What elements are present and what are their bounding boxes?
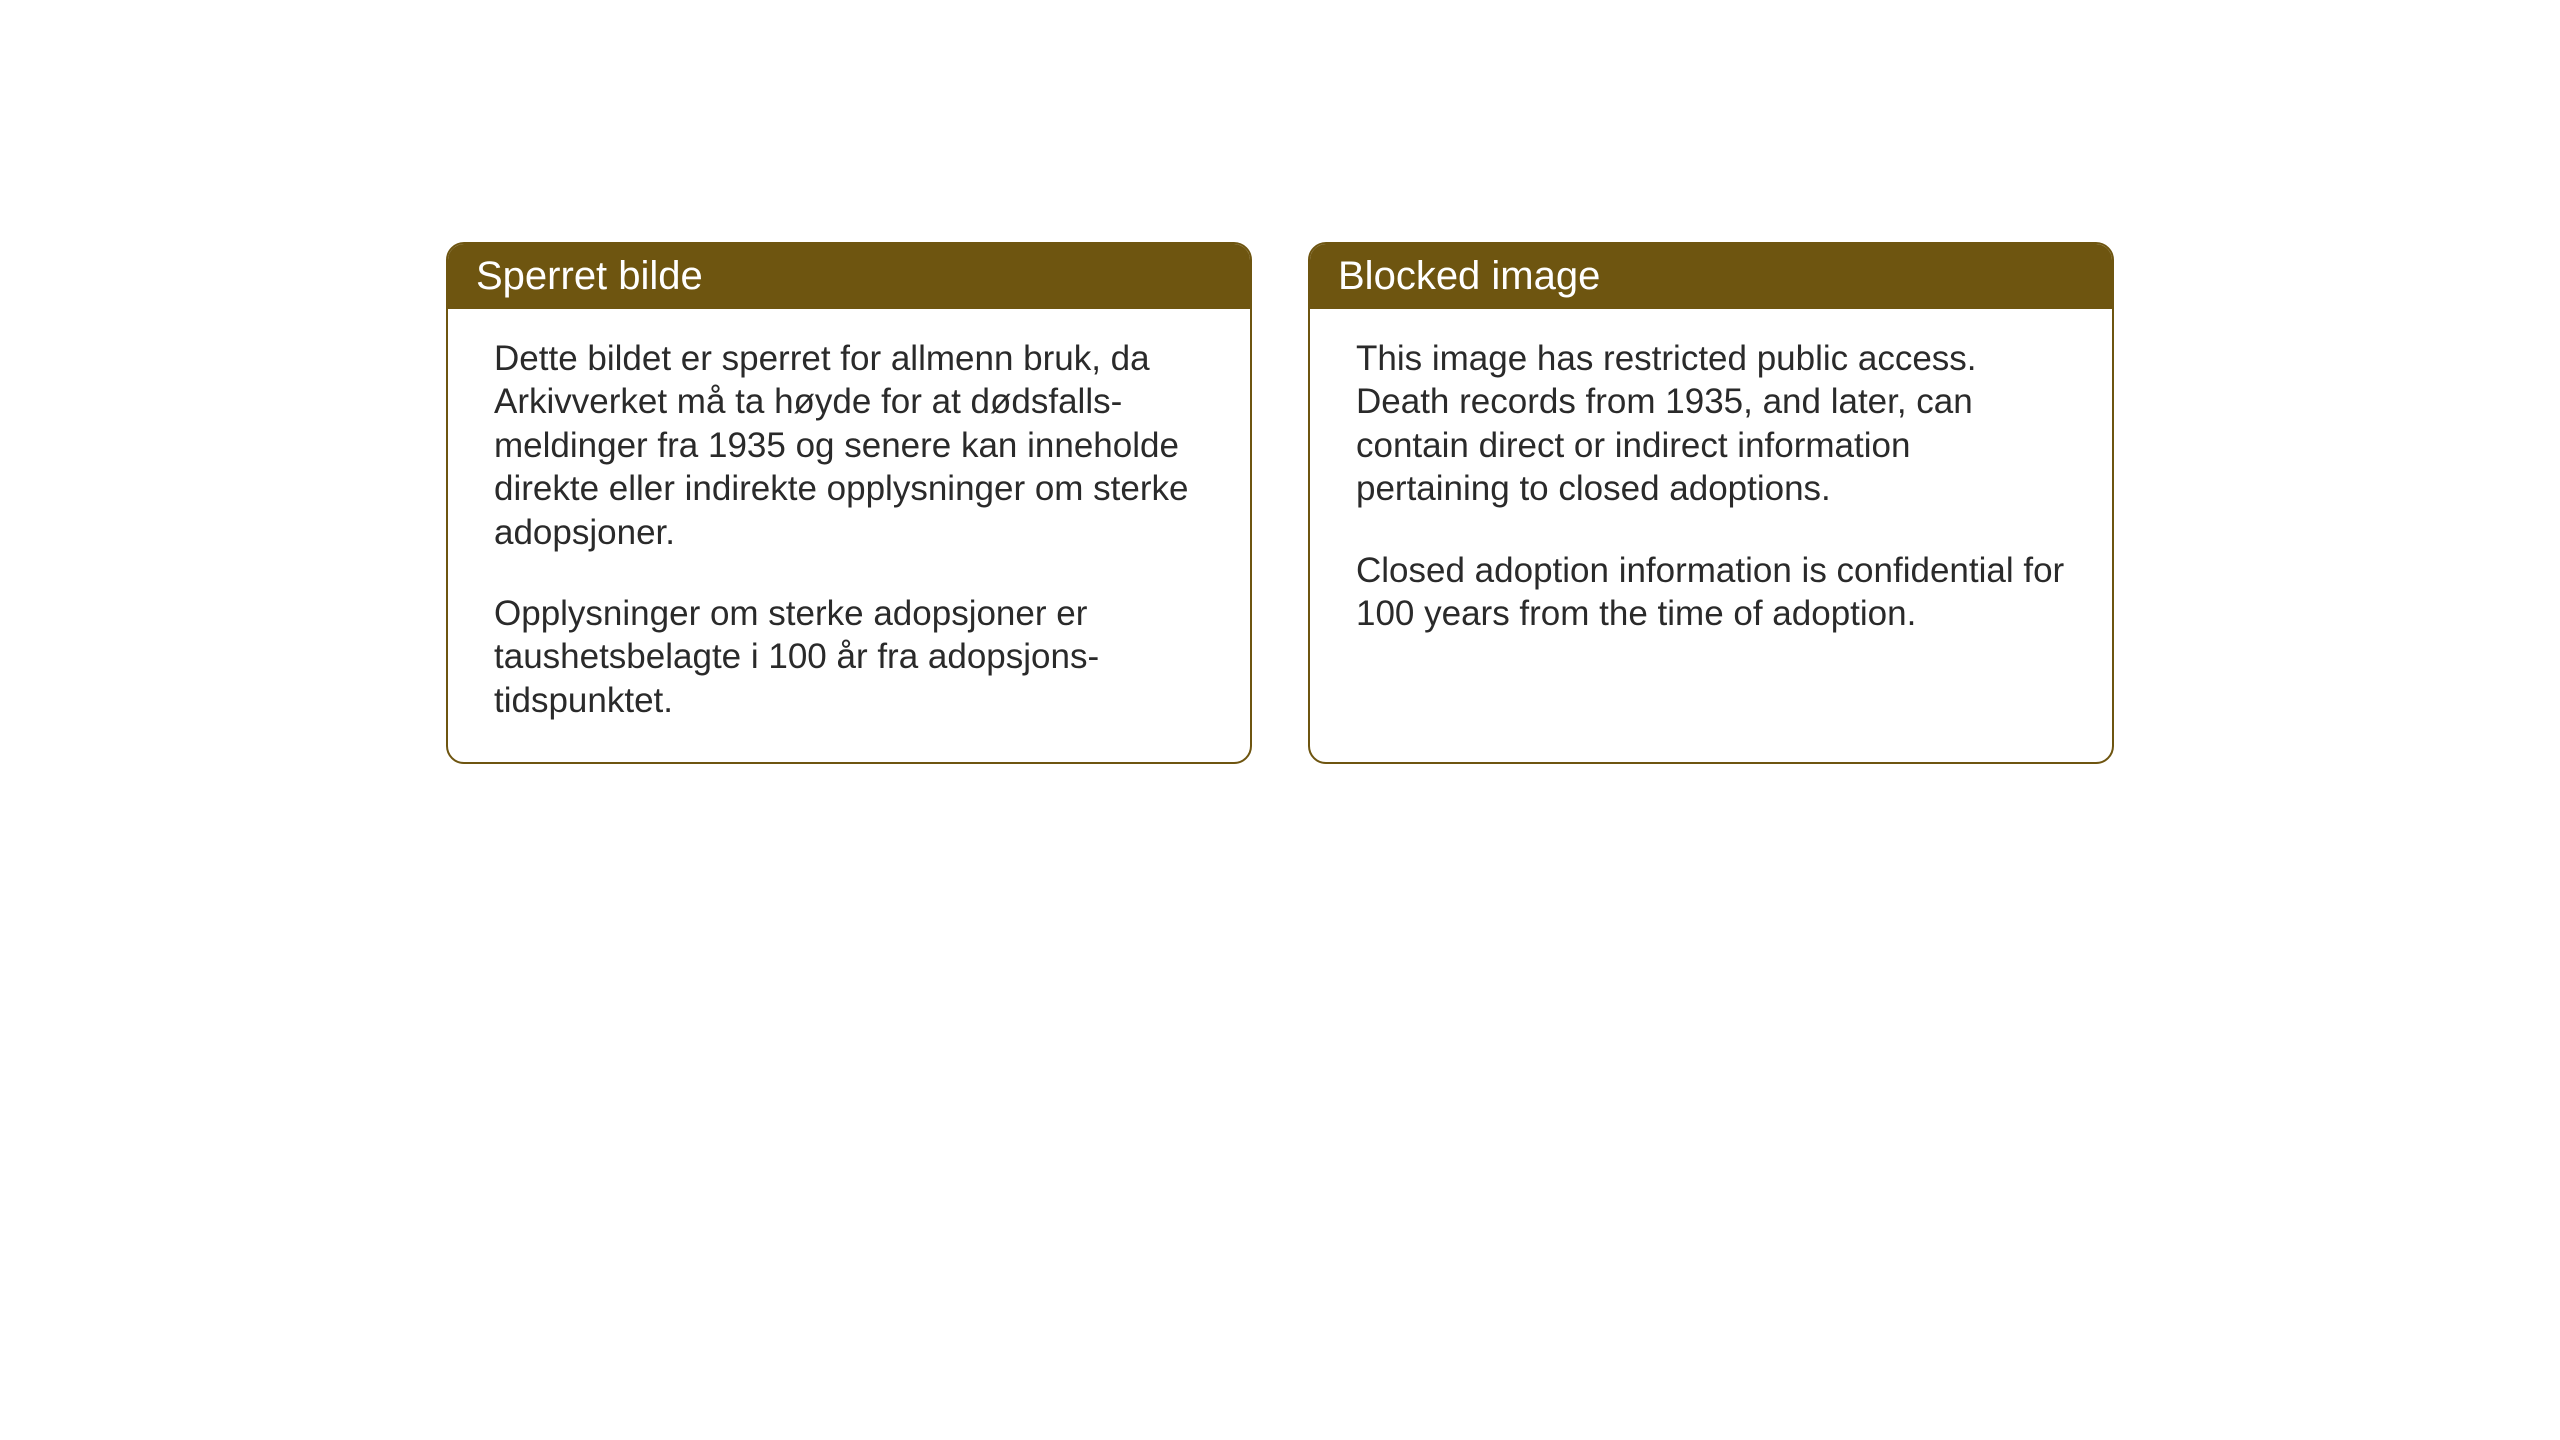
notice-paragraph-2-norwegian: Opplysninger om sterke adopsjoner er tau… bbox=[494, 592, 1204, 722]
notice-card-norwegian: Sperret bilde Dette bildet er sperret fo… bbox=[446, 242, 1252, 764]
notice-title-english: Blocked image bbox=[1338, 254, 1600, 298]
notice-paragraph-2-english: Closed adoption information is confident… bbox=[1356, 549, 2066, 636]
notice-paragraph-1-norwegian: Dette bildet er sperret for allmenn bruk… bbox=[494, 337, 1204, 554]
notice-header-norwegian: Sperret bilde bbox=[448, 244, 1250, 309]
notice-paragraph-1-english: This image has restricted public access.… bbox=[1356, 337, 2066, 511]
notice-container: Sperret bilde Dette bildet er sperret fo… bbox=[0, 0, 2560, 764]
notice-card-english: Blocked image This image has restricted … bbox=[1308, 242, 2114, 764]
notice-body-norwegian: Dette bildet er sperret for allmenn bruk… bbox=[448, 309, 1250, 762]
notice-body-english: This image has restricted public access.… bbox=[1310, 309, 2112, 749]
notice-header-english: Blocked image bbox=[1310, 244, 2112, 309]
notice-title-norwegian: Sperret bilde bbox=[476, 254, 703, 298]
